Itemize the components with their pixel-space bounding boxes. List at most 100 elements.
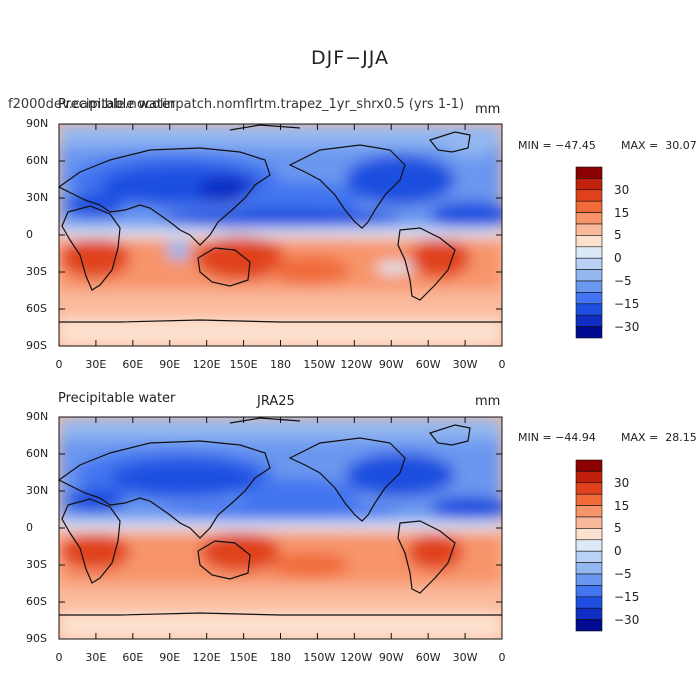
colorbars [575,166,603,632]
lat-tick-label: 60S [26,302,47,315]
colorbar-label: 30 [614,182,630,197]
lon-tick-label: 60W [415,358,441,371]
colorbar-swatch [575,619,603,632]
panel1-field [59,124,502,346]
colorbar-swatch [575,585,603,598]
lon-tick-label: 90W [378,358,404,371]
colorbar-swatch [575,471,603,484]
lat-tick-label: 60N [26,154,49,167]
colorbar-swatch [575,280,603,293]
colorbar-label: −5 [614,567,632,581]
colorbar-swatch [575,528,603,541]
panel2-max: MAX = 28.15 [621,431,697,444]
lon-tick-label: 150W [303,358,336,371]
lon-tick-label: 0 [498,651,506,664]
lat-tick-label: 90N [26,410,49,423]
colorbar-swatch [575,166,603,179]
colorbar-label: 5 [614,521,622,536]
lon-tick-label: 90E [159,651,181,664]
colorbar-swatch [575,573,603,586]
lon-tick-label: 0 [55,358,63,371]
lat-tick-label: 30S [26,265,47,278]
lat-tick-label: 30S [26,558,47,571]
lon-tick-label: 150E [229,358,258,371]
lon-tick-label: 60W [415,651,441,664]
colorbar-swatch [575,482,603,495]
lat-tick-label: 90S [26,632,47,645]
colorbar-swatch [575,326,603,339]
colorbar-label: 5 [614,228,622,243]
panel1-left-title: Precipitable water [58,97,176,112]
panel1-units: mm [475,102,501,117]
lon-tick-label: 150E [229,651,258,664]
lat-tick-label: 30N [26,191,49,204]
lon-tick-label: 30W [452,358,478,371]
colorbar-swatch [575,223,603,236]
panel1-max: MAX = 30.07 [621,139,697,152]
colorbar-swatch [575,596,603,609]
colorbar-label: 0 [614,251,622,266]
lon-tick-label: 60E [122,358,144,371]
colorbar-swatch [575,212,603,225]
colorbar-swatch [575,607,603,620]
lon-tick-label: 0 [55,651,63,664]
lat-tick-label: 60S [26,595,47,608]
lon-tick-label: 180 [270,358,291,371]
panel1-coastlines [57,124,502,323]
lat-tick-label: 0 [26,228,33,241]
colorbar-swatch [575,178,603,191]
colorbar-label: −15 [614,589,640,604]
figure-title: DJF−JJA [311,47,389,69]
colorbar-swatch [575,235,603,248]
lon-tick-label: 90E [159,358,181,371]
colorbar-label: 0 [614,544,622,559]
panel2-left-title: Precipitable water [58,391,176,406]
lon-tick-label: 30E [85,651,107,664]
panel1-min: MIN = −47.45 [518,139,596,152]
axis-ticks [58,123,503,640]
colorbar-label: −30 [614,319,640,334]
colorbar-label: 30 [614,475,630,490]
lon-tick-label: 30W [452,651,478,664]
panel2-coastlines [57,417,502,616]
colorbar-swatch [575,550,603,563]
panel2-min: MIN = −44.94 [518,431,596,444]
lon-tick-label: 120E [192,358,221,371]
lon-tick-label: 120W [340,358,373,371]
panel1-center-title: f2000dev.cam.ble.nocolinpatch.nomflrtm.t… [8,97,465,112]
colorbar-label: −5 [614,274,632,288]
lat-tick-label: 60N [26,447,49,460]
colorbar-swatch [575,493,603,506]
lon-tick-label: 60E [122,651,144,664]
lon-tick-label: 90W [378,651,404,664]
colorbar-swatch [575,459,603,472]
colorbar-label: 15 [614,205,630,220]
panel2-field [59,417,502,639]
colorbar-swatch [575,292,603,305]
lon-tick-label: 120E [192,651,221,664]
lon-tick-label: 150W [303,651,336,664]
lat-tick-label: 0 [26,521,33,534]
lon-tick-label: 0 [498,358,506,371]
panel2-center-title: JRA25 [257,394,295,409]
colorbar-swatch [575,269,603,282]
colorbar-swatch [575,539,603,552]
colorbar-swatch [575,516,603,529]
colorbar-swatch [575,189,603,202]
colorbar-label: −15 [614,296,640,311]
colorbar-swatch [575,246,603,259]
colorbar-swatch [575,562,603,575]
colorbar-swatch [575,257,603,270]
colorbar-swatch [575,303,603,316]
colorbar-label: −30 [614,612,640,627]
lat-tick-label: 90S [26,339,47,352]
colorbar-swatch [575,314,603,327]
lon-tick-label: 180 [270,651,291,664]
lat-tick-label: 30N [26,484,49,497]
lat-tick-label: 90N [26,117,49,130]
colorbar-swatch [575,200,603,213]
colorbar-swatch [575,505,603,518]
panel2-units: mm [475,394,501,409]
lon-tick-label: 30E [85,358,107,371]
